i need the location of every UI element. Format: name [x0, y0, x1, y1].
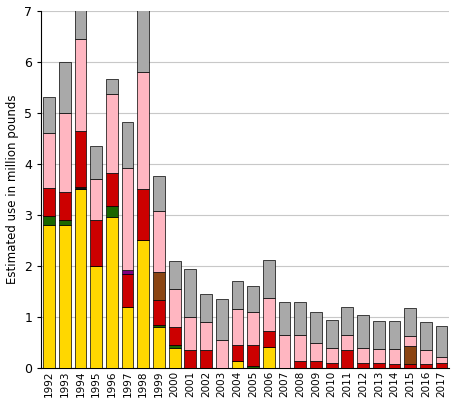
Bar	[43, 98, 55, 133]
Bar	[153, 300, 165, 325]
Bar	[294, 302, 306, 335]
Bar	[247, 312, 259, 345]
Bar	[278, 302, 290, 335]
Bar	[90, 146, 102, 179]
Bar	[169, 345, 181, 348]
Bar	[121, 168, 133, 270]
Bar	[404, 364, 416, 368]
Bar	[389, 321, 400, 349]
Bar	[153, 327, 165, 368]
Bar	[310, 312, 322, 343]
Bar	[263, 331, 275, 347]
Bar	[75, 39, 86, 131]
Bar	[59, 225, 71, 368]
Bar	[169, 327, 181, 345]
Bar	[373, 363, 384, 368]
Bar	[106, 206, 118, 218]
Bar	[75, 0, 86, 39]
Bar	[43, 216, 55, 225]
Bar	[200, 294, 212, 322]
Bar	[216, 299, 228, 340]
Bar	[43, 188, 55, 216]
Bar	[342, 335, 353, 350]
Bar	[75, 189, 86, 368]
Bar	[263, 260, 275, 298]
Bar	[121, 270, 133, 274]
Bar	[184, 268, 196, 317]
Bar	[436, 326, 447, 357]
Bar	[326, 363, 338, 368]
Bar	[121, 307, 133, 368]
Bar	[294, 361, 306, 368]
Bar	[436, 357, 447, 363]
Bar	[90, 266, 102, 368]
Bar	[137, 189, 149, 241]
Bar	[90, 179, 102, 220]
Bar	[373, 349, 384, 363]
Bar	[106, 218, 118, 368]
Bar	[184, 350, 196, 368]
Bar	[232, 310, 243, 345]
Bar	[75, 187, 86, 189]
Bar	[232, 345, 243, 361]
Bar	[200, 350, 212, 368]
Bar	[137, 0, 149, 72]
Bar	[373, 321, 384, 349]
Bar	[232, 281, 243, 310]
Bar	[436, 363, 447, 368]
Bar	[169, 289, 181, 327]
Bar	[357, 363, 369, 368]
Bar	[357, 314, 369, 348]
Bar	[247, 345, 259, 366]
Bar	[153, 176, 165, 211]
Bar	[137, 72, 149, 189]
Bar	[278, 335, 290, 368]
Bar	[59, 220, 71, 225]
Bar	[169, 348, 181, 368]
Bar	[404, 346, 416, 364]
Bar	[247, 366, 259, 368]
Bar	[153, 272, 165, 300]
Bar	[420, 350, 432, 364]
Bar	[153, 211, 165, 272]
Bar	[43, 225, 55, 368]
Bar	[184, 317, 196, 350]
Bar	[59, 113, 71, 192]
Bar	[59, 192, 71, 220]
Bar	[389, 349, 400, 364]
Bar	[357, 348, 369, 363]
Bar	[75, 131, 86, 187]
Bar	[121, 122, 133, 168]
Bar	[420, 364, 432, 368]
Bar	[404, 336, 416, 346]
Bar	[326, 348, 338, 363]
Bar	[326, 320, 338, 348]
Bar	[310, 361, 322, 368]
Bar	[294, 335, 306, 361]
Bar	[200, 322, 212, 350]
Bar	[342, 350, 353, 368]
Bar	[342, 307, 353, 335]
Y-axis label: Estimated use in million pounds: Estimated use in million pounds	[5, 95, 19, 284]
Bar	[216, 340, 228, 368]
Bar	[232, 361, 243, 368]
Bar	[247, 287, 259, 312]
Bar	[43, 133, 55, 188]
Bar	[90, 220, 102, 266]
Bar	[404, 308, 416, 336]
Bar	[106, 79, 118, 94]
Bar	[420, 322, 432, 350]
Bar	[121, 274, 133, 307]
Bar	[137, 241, 149, 368]
Bar	[263, 298, 275, 331]
Bar	[389, 364, 400, 368]
Bar	[153, 325, 165, 327]
Bar	[169, 261, 181, 289]
Bar	[59, 62, 71, 113]
Bar	[263, 347, 275, 368]
Bar	[310, 343, 322, 361]
Bar	[106, 94, 118, 173]
Bar	[106, 173, 118, 206]
